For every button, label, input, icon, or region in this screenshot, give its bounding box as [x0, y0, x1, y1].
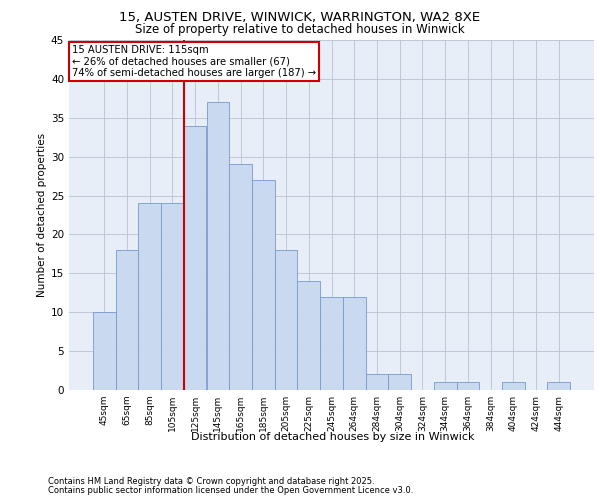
- Text: Contains HM Land Registry data © Crown copyright and database right 2025.: Contains HM Land Registry data © Crown c…: [48, 477, 374, 486]
- Bar: [547, 382, 570, 390]
- Bar: [93, 312, 116, 390]
- Text: Contains public sector information licensed under the Open Government Licence v3: Contains public sector information licen…: [48, 486, 413, 495]
- Bar: [343, 296, 365, 390]
- Text: Distribution of detached houses by size in Winwick: Distribution of detached houses by size …: [191, 432, 475, 442]
- Text: 15, AUSTEN DRIVE, WINWICK, WARRINGTON, WA2 8XE: 15, AUSTEN DRIVE, WINWICK, WARRINGTON, W…: [119, 11, 481, 24]
- Bar: [320, 296, 343, 390]
- Bar: [434, 382, 457, 390]
- Bar: [365, 374, 388, 390]
- Text: 15 AUSTEN DRIVE: 115sqm
← 26% of detached houses are smaller (67)
74% of semi-de: 15 AUSTEN DRIVE: 115sqm ← 26% of detache…: [71, 46, 316, 78]
- Bar: [298, 281, 320, 390]
- Bar: [252, 180, 275, 390]
- Bar: [229, 164, 252, 390]
- Y-axis label: Number of detached properties: Number of detached properties: [37, 133, 47, 297]
- Bar: [457, 382, 479, 390]
- Bar: [388, 374, 411, 390]
- Bar: [184, 126, 206, 390]
- Bar: [116, 250, 139, 390]
- Bar: [161, 204, 184, 390]
- Bar: [139, 204, 161, 390]
- Text: Size of property relative to detached houses in Winwick: Size of property relative to detached ho…: [135, 22, 465, 36]
- Bar: [502, 382, 524, 390]
- Bar: [275, 250, 298, 390]
- Bar: [206, 102, 229, 390]
